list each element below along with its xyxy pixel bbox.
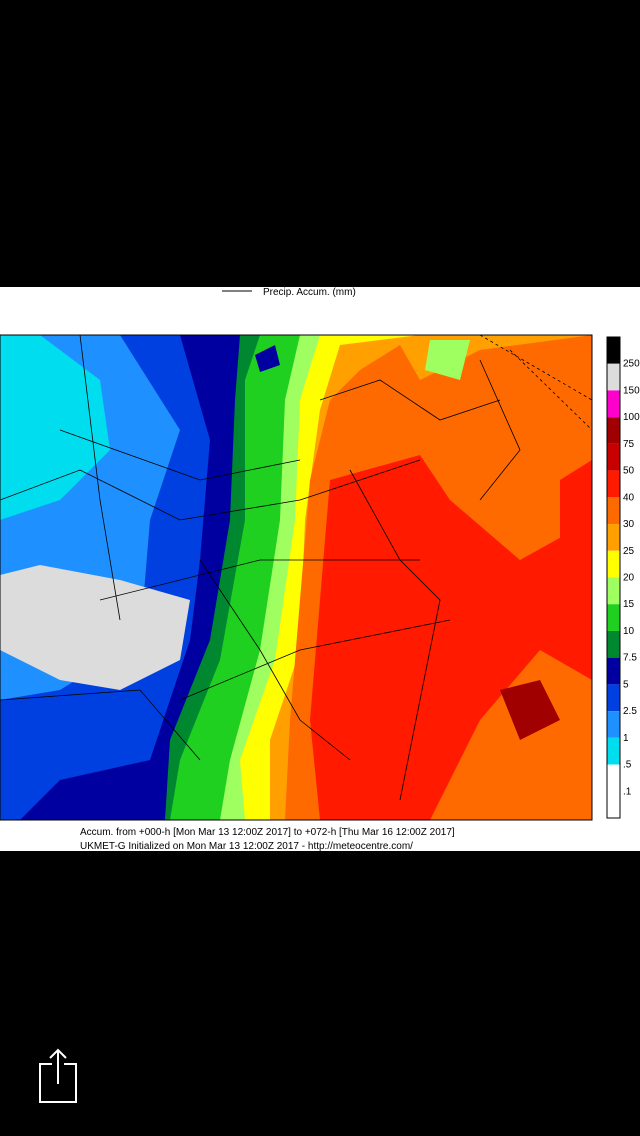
scale-label: 15 <box>623 599 635 610</box>
scale-swatch <box>607 764 620 792</box>
scale-swatch <box>607 337 620 364</box>
footer-line: Accum. from +000-h [Mon Mar 13 12:00Z 20… <box>80 827 455 838</box>
scale-swatch <box>607 470 620 498</box>
scale-swatch <box>607 711 620 738</box>
scale-swatch <box>607 657 620 685</box>
scale-swatch <box>607 363 620 391</box>
map <box>0 334 593 821</box>
scale-label: 40 <box>623 492 635 503</box>
scale-label: 2.5 <box>623 706 637 717</box>
scale-label: 1 <box>623 733 629 744</box>
scale-label: 150 <box>623 385 640 396</box>
scale-swatch <box>607 550 620 578</box>
scale-label: 20 <box>623 573 635 584</box>
boundary-lines <box>0 334 521 801</box>
scale-swatch <box>607 604 620 631</box>
precip-region <box>310 455 592 820</box>
scale-label: 25 <box>623 546 635 557</box>
share-icon <box>49 1048 67 1084</box>
scale-frame <box>606 336 621 819</box>
scale-swatch <box>607 630 620 658</box>
scale-swatch <box>607 417 620 444</box>
scale-swatch <box>607 684 620 712</box>
scale-label: 10 <box>623 626 635 637</box>
boundary-lines <box>479 334 593 431</box>
precip-region <box>425 340 470 380</box>
share-button[interactable] <box>30 1040 86 1110</box>
scale-label: 75 <box>623 439 635 450</box>
precip-region <box>255 345 280 372</box>
scale-label: 50 <box>623 466 635 477</box>
scale-swatch <box>607 497 620 525</box>
scale-swatch <box>607 524 620 551</box>
precip-region <box>560 460 592 600</box>
scale-label: .1 <box>623 786 632 797</box>
scale-swatch <box>607 443 620 471</box>
legend-title: Precip. Accum. (mm) <box>263 287 356 298</box>
scale-swatch <box>607 737 620 765</box>
footer-line: UKMET-G Initialized on Mon Mar 13 12:00Z… <box>80 841 413 852</box>
color-scale: 250 150 100 75 50 40 30 25 20 15 10 7.5 5 2.5 1 .5 .1 <box>606 336 640 819</box>
scale-swatch <box>607 577 620 605</box>
share-icon <box>39 1063 77 1103</box>
scale-swatch <box>607 791 620 818</box>
precip-region <box>0 565 190 690</box>
scale-label: 100 <box>623 412 640 423</box>
map-frame <box>0 334 593 821</box>
scale-label: 7.5 <box>623 653 637 664</box>
scale-label: 5 <box>623 679 629 690</box>
precip-region <box>500 680 560 740</box>
scale-swatch <box>607 390 620 418</box>
scale-label: .5 <box>623 760 632 771</box>
scale-label: 30 <box>623 519 635 530</box>
scale-label: 250 <box>623 359 640 370</box>
